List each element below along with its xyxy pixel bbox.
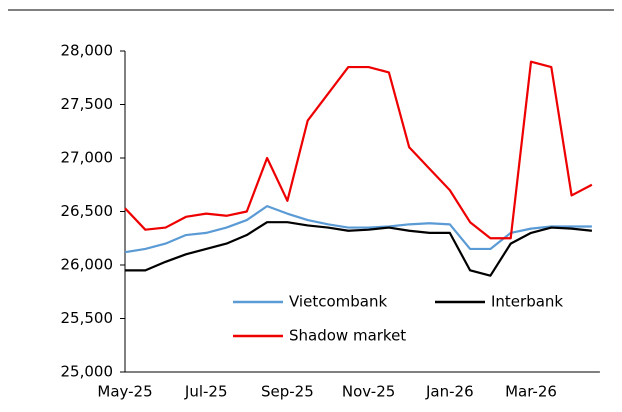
y-tick-label: 26,000 [61,256,114,274]
legend-label: Shadow market [289,327,406,345]
y-tick-label: 25,000 [61,363,114,381]
series-line [125,221,593,277]
y-tick-label: 28,000 [61,42,114,60]
y-tick-label: 27,000 [61,149,114,167]
y-tick-label: 27,500 [61,95,114,113]
x-tick-label: Jul-25 [184,383,228,401]
x-tick-label: Jan-26 [425,383,474,401]
legend-label: Interbank [491,293,563,311]
y-tick-label: 26,500 [61,202,114,220]
series-line [124,60,593,240]
series-line [124,205,592,254]
x-tick-label: Mar-26 [505,383,557,401]
y-tick-label: 25,500 [61,309,114,327]
x-tick-label: Sep-25 [261,383,314,401]
x-tick-label: May-25 [97,383,152,401]
legend-label: Vietcombank [289,293,387,311]
x-tick-label: Nov-25 [342,383,395,401]
